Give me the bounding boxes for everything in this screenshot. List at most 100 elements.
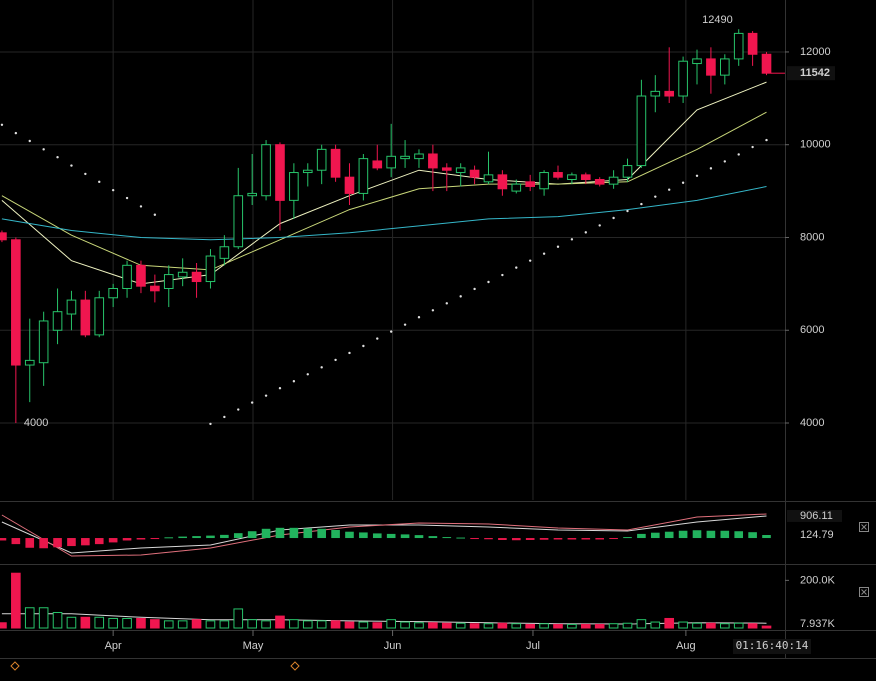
candle-body — [650, 90, 661, 97]
histogram-bar — [734, 531, 744, 539]
histogram-bar — [525, 538, 535, 540]
candle-body — [136, 264, 146, 287]
volume-bar — [553, 623, 563, 629]
event-markers[interactable] — [10, 661, 300, 671]
candle-body — [302, 169, 313, 174]
histogram-bar — [720, 530, 730, 539]
histogram-bar — [94, 538, 104, 545]
sar-dot — [417, 316, 421, 319]
candle-body — [372, 160, 383, 169]
candle-body — [511, 183, 522, 192]
histogram-bar — [748, 532, 757, 539]
sar-dot — [640, 202, 643, 206]
sar-dot — [237, 408, 240, 411]
candle-body — [289, 172, 299, 201]
volume-bar — [136, 617, 146, 629]
histogram-bar — [122, 538, 132, 541]
sar-dot — [334, 358, 337, 362]
histogram-bar — [595, 538, 605, 540]
candle-body — [636, 95, 647, 167]
close-icon — [861, 524, 867, 530]
panel-close-buttons[interactable] — [859, 522, 869, 597]
candle-body — [24, 359, 35, 366]
sar-dot — [403, 323, 407, 326]
candle-body — [608, 176, 619, 185]
volume-bar — [66, 616, 77, 629]
candle-body — [94, 297, 105, 336]
volume-bar — [594, 623, 605, 629]
volume-bar — [428, 622, 438, 629]
sar-dot — [84, 172, 87, 176]
low-label: 4000 — [24, 417, 48, 429]
sar-dot — [681, 181, 685, 184]
sar-dot — [306, 373, 309, 376]
sar-dot — [765, 138, 768, 142]
sar-dot — [612, 216, 615, 220]
histogram-bar — [261, 528, 271, 539]
y-tick-label: 10000 — [800, 139, 831, 151]
volume-bar — [733, 622, 744, 629]
y-tick-label: 4000 — [800, 417, 824, 429]
histogram-bar — [484, 538, 493, 540]
histogram-bar — [762, 535, 771, 539]
candle-body — [330, 148, 341, 178]
candle-body — [358, 158, 369, 194]
volume-bar — [608, 623, 619, 629]
sar-dot — [0, 123, 4, 126]
volume-bar — [761, 625, 772, 629]
volume-bar — [80, 616, 91, 629]
indicator-line — [1, 111, 767, 271]
histogram-last-label: 124.79 — [800, 529, 834, 541]
histogram-bar — [53, 538, 62, 548]
candle-body — [163, 274, 174, 289]
volume-bar — [497, 622, 508, 629]
volume-bar — [261, 620, 271, 629]
histogram-bar — [150, 538, 160, 540]
candle-body — [66, 299, 77, 315]
volume-bar — [455, 622, 466, 629]
histogram-bar — [442, 537, 452, 539]
x-tick-label: Jul — [526, 640, 540, 652]
sar-dot — [320, 366, 323, 369]
sar-dot — [515, 266, 518, 269]
volume-bar — [24, 607, 35, 629]
histogram-bar — [67, 538, 76, 547]
candle-body — [400, 155, 410, 160]
sar-dot — [292, 380, 296, 383]
event-marker[interactable] — [10, 661, 20, 671]
volume-bar — [0, 622, 7, 629]
histogram-bar — [650, 532, 660, 539]
close-button[interactable] — [859, 522, 869, 532]
event-marker[interactable] — [290, 661, 300, 671]
histogram-bar — [220, 534, 229, 539]
candle-body — [761, 53, 772, 74]
candle-body — [483, 174, 494, 183]
countdown: 01:16:40:14 — [736, 639, 809, 652]
y-tick-label: 200.0K — [800, 574, 836, 586]
close-button[interactable] — [859, 587, 869, 597]
volume-bar — [664, 617, 675, 629]
sar-dot — [28, 139, 31, 143]
volume-bar — [678, 621, 688, 629]
volume-bar — [38, 607, 49, 629]
volume-bar — [108, 617, 118, 629]
volume-bar — [163, 620, 174, 629]
sar-dot — [542, 252, 546, 255]
candle-body — [664, 90, 675, 97]
sar-dot — [654, 195, 657, 198]
histogram-bar — [39, 538, 48, 549]
volume-bar — [150, 619, 160, 629]
histogram-bar — [623, 537, 632, 539]
histogram-bar — [498, 538, 507, 540]
indicator-line — [1, 513, 767, 557]
y-tick-label: 8000 — [800, 231, 824, 243]
sar-dot — [431, 309, 435, 312]
candle-body — [386, 155, 396, 169]
candle-body — [747, 32, 758, 55]
candle-body — [567, 174, 577, 180]
volume-bar — [636, 619, 647, 629]
sar-dot — [125, 196, 129, 200]
volume-bar — [275, 615, 285, 629]
